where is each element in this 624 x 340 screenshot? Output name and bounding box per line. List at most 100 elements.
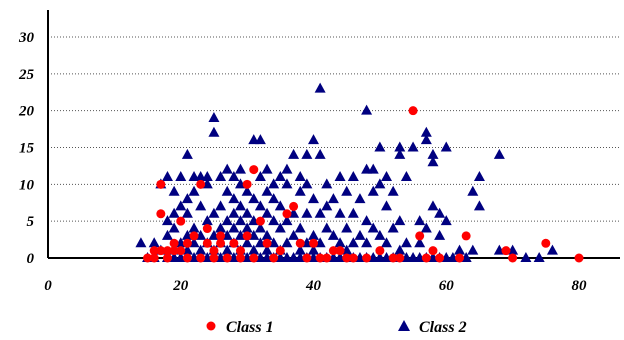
data-point-class-2 [221, 215, 233, 226]
data-point-class-2 [347, 207, 359, 218]
data-point-class-2 [268, 178, 280, 189]
data-point-class-2 [294, 170, 306, 181]
data-point-class-2 [440, 141, 452, 152]
data-point-class-2 [234, 200, 246, 211]
data-point-class-2 [261, 229, 273, 240]
x-tick-labels: 0 20 40 60 80 [44, 278, 587, 294]
data-point-class-1 [428, 246, 438, 256]
data-point-class-1 [242, 179, 252, 189]
data-point-class-2 [175, 170, 187, 181]
data-point-class-1 [143, 253, 153, 263]
data-point-class-2 [467, 185, 479, 196]
gridlines [48, 36, 620, 222]
data-point-class-2 [215, 170, 227, 181]
data-point-class-2 [381, 170, 393, 181]
data-point-class-2 [400, 237, 412, 248]
data-point-class-2 [427, 148, 439, 159]
data-point-class-2 [281, 178, 293, 189]
data-point-class-1 [169, 238, 179, 248]
series-class-1 [143, 106, 584, 263]
data-point-class-2 [314, 82, 326, 93]
data-point-class-2 [493, 148, 505, 159]
data-point-class-2 [135, 237, 147, 248]
data-point-class-2 [354, 193, 366, 204]
data-point-class-2 [241, 207, 253, 218]
data-point-class-2 [381, 237, 393, 248]
data-point-class-1 [255, 216, 265, 226]
data-point-class-2 [254, 200, 266, 211]
data-point-class-2 [381, 200, 393, 211]
data-point-class-2 [168, 207, 180, 218]
series-class-2 [135, 82, 558, 262]
legend-item-class-1: Class 1 [206, 319, 274, 336]
data-point-class-2 [274, 200, 286, 211]
data-point-class-1 [189, 231, 199, 241]
data-point-class-2 [281, 237, 293, 248]
data-point-class-2 [308, 193, 319, 204]
data-point-class-1 [501, 246, 511, 256]
data-point-class-2 [301, 178, 313, 189]
data-point-class-2 [327, 193, 339, 204]
data-point-class-2 [215, 200, 227, 211]
data-point-class-2 [440, 215, 452, 226]
data-point-class-2 [288, 229, 300, 240]
data-point-class-2 [281, 163, 293, 174]
data-point-class-1 [295, 238, 305, 248]
data-point-class-2 [208, 207, 220, 218]
data-point-class-2 [387, 222, 399, 233]
data-point-class-2 [254, 170, 266, 181]
data-point-class-2 [215, 222, 227, 233]
data-point-class-1 [435, 253, 445, 263]
data-point-class-2 [268, 193, 280, 204]
y-tick-label: 15 [19, 141, 35, 157]
data-point-class-2 [420, 222, 432, 233]
data-point-class-2 [268, 215, 280, 226]
data-point-class-2 [473, 170, 485, 181]
data-point-class-1 [235, 246, 245, 256]
data-point-class-2 [341, 185, 353, 196]
data-point-class-2 [254, 222, 266, 233]
data-point-class-2 [367, 185, 379, 196]
data-point-class-1 [249, 165, 259, 175]
data-point-class-2 [414, 237, 426, 248]
legend-marker-class-1 [206, 321, 216, 331]
data-point-class-2 [321, 178, 333, 189]
data-point-class-2 [221, 163, 233, 174]
data-point-class-2 [400, 170, 412, 181]
data-point-class-2 [321, 222, 333, 233]
data-point-class-1 [156, 179, 166, 189]
data-point-class-2 [308, 244, 319, 255]
data-point-class-1 [182, 238, 192, 248]
y-tick-labels: 0 5 10 15 20 25 30 [18, 30, 35, 267]
x-tick-label: 80 [572, 278, 588, 294]
data-point-class-2 [434, 207, 446, 218]
data-point-class-2 [234, 163, 246, 174]
data-point-class-2 [367, 222, 379, 233]
data-point-class-1 [362, 253, 372, 263]
data-point-class-2 [241, 237, 253, 248]
data-point-class-2 [387, 185, 399, 196]
data-point-class-1 [216, 238, 226, 248]
data-point-class-1 [461, 231, 471, 241]
data-point-class-2 [274, 222, 286, 233]
x-tick-label: 20 [172, 278, 189, 294]
data-point-class-2 [347, 170, 359, 181]
data-point-class-2 [427, 200, 439, 211]
data-point-class-2 [394, 148, 406, 159]
data-point-class-2 [314, 148, 326, 159]
data-point-class-2 [294, 244, 306, 255]
data-point-class-1 [202, 224, 212, 234]
data-point-class-2 [394, 141, 406, 152]
legend-label-class-2: Class 2 [419, 319, 467, 336]
data-point-class-2 [354, 229, 366, 240]
data-point-class-1 [322, 253, 332, 263]
data-point-class-2 [228, 222, 240, 233]
data-point-class-2 [248, 244, 260, 255]
data-point-class-2 [181, 148, 193, 159]
data-point-class-2 [195, 244, 207, 255]
data-point-class-2 [241, 185, 253, 196]
data-point-class-2 [533, 252, 545, 262]
data-point-class-2 [374, 229, 386, 240]
data-point-class-2 [427, 156, 439, 167]
